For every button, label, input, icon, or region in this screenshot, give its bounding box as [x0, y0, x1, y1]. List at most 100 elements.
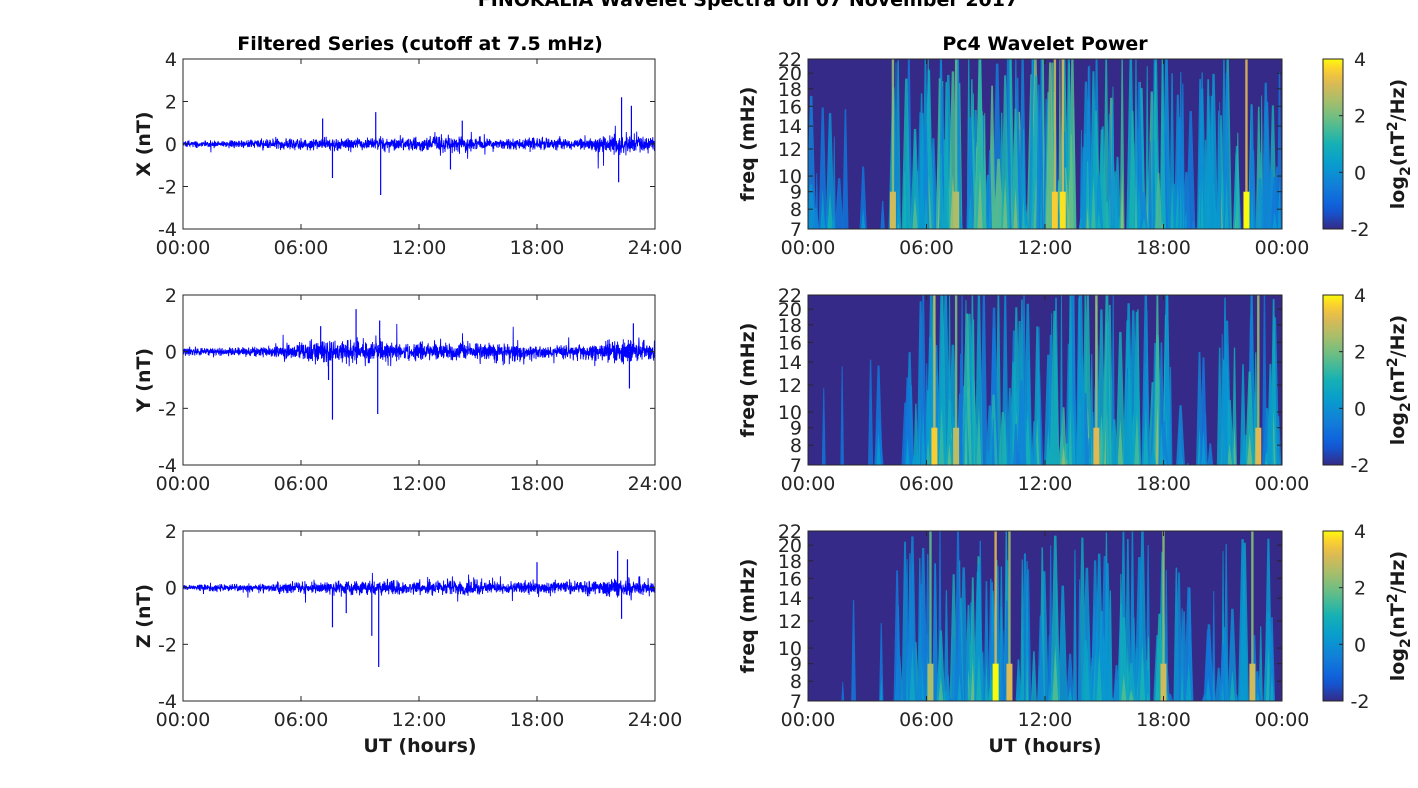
power-streak [964, 300, 968, 465]
power-streak [1175, 224, 1180, 229]
power-core [1185, 662, 1192, 701]
power-burst-core-4 [1249, 663, 1256, 701]
power-streak [1148, 141, 1153, 229]
power-streak [1000, 630, 1006, 701]
power-streak [1235, 132, 1240, 229]
power-streak [1113, 664, 1121, 701]
freq-tick-label: 12 [778, 139, 802, 161]
x-tick-label: 00:00 [781, 237, 836, 259]
power-streak [1045, 62, 1055, 229]
x-tick-label: 00:00 [1255, 237, 1310, 259]
power-burst-core-3 [1255, 427, 1262, 465]
power-core [1256, 691, 1259, 701]
power-streak [811, 207, 820, 229]
freq-tick-label: 7 [790, 455, 802, 477]
power-core [1117, 419, 1124, 465]
power-streak [1203, 139, 1208, 229]
colorbar-tick-label: 2 [1354, 578, 1366, 600]
power-streak [1154, 295, 1161, 465]
colorbar-tick-label: 2 [1354, 342, 1366, 364]
power-streak [1270, 176, 1279, 229]
power-burst-0 [933, 295, 936, 465]
power-core [1107, 190, 1112, 229]
y-axis-label: freq (mHz) [737, 559, 759, 674]
power-core [1048, 679, 1051, 701]
power-core [947, 443, 952, 465]
power-streak [936, 630, 946, 701]
power-streak [1139, 191, 1149, 229]
power-streak [946, 399, 953, 465]
power-streak [1219, 643, 1226, 701]
power-streak [1110, 103, 1115, 229]
power-streak [993, 158, 1004, 229]
power-streak [825, 113, 835, 229]
colorbar-gradient [1322, 530, 1344, 702]
colorbar-tick-label: -2 [1351, 219, 1370, 241]
power-core [1229, 670, 1236, 701]
power-streak [951, 636, 956, 701]
power-core [1201, 428, 1206, 465]
power-burst-4 [954, 59, 958, 229]
colorbar-x: 4 2 0 -2 log2(nT2/Hz) [1322, 49, 1414, 241]
power-streak [919, 295, 927, 465]
left-column-title: Filtered Series (cutoff at 7.5 mHz) [237, 33, 603, 55]
x-tick-label: 00:00 [1255, 473, 1310, 495]
power-streak [1203, 629, 1213, 701]
colorbar-label: log2(nT2/Hz) [1385, 315, 1414, 445]
power-core [939, 404, 945, 465]
power-streak [859, 166, 867, 229]
freq-tick-label: 22 [778, 49, 802, 71]
power-streak [1001, 75, 1010, 229]
power-streak [969, 577, 977, 701]
power-core [1146, 691, 1150, 701]
power-burst-2 [954, 295, 958, 465]
x-tick-label: 06:00 [899, 709, 954, 731]
power-streak [1125, 368, 1133, 465]
colorbar-label: log2(nT2/Hz) [1385, 79, 1414, 209]
power-streak [1068, 134, 1074, 229]
power-streak [903, 377, 912, 465]
x-tick-label: 06:00 [274, 237, 329, 259]
colorbar-tick-label: 0 [1354, 634, 1366, 656]
freq-tick-label: 10 [778, 638, 802, 660]
power-core [1227, 443, 1233, 465]
colorbar-tick-label: 2 [1354, 106, 1366, 128]
power-streak [1232, 347, 1237, 465]
power-core [1247, 433, 1253, 465]
power-streak [874, 365, 883, 465]
power-streak [1013, 423, 1019, 465]
power-streak [1215, 667, 1223, 701]
power-streak [1211, 591, 1216, 701]
power-burst-0 [994, 531, 997, 701]
freq-tick-label: 18 [778, 315, 802, 337]
x-tick-label: 18:00 [1136, 709, 1191, 731]
power-streak [1115, 331, 1126, 465]
x-tick-label: 00:00 [156, 237, 211, 259]
power-streak [1081, 640, 1090, 701]
power-streak [1132, 311, 1142, 465]
x-tick-label: 12:00 [392, 473, 447, 495]
freq-tick-label: 7 [790, 691, 802, 713]
x-tick-label: 12:00 [1018, 237, 1073, 259]
power-core [1128, 689, 1134, 701]
power-streak [895, 605, 901, 701]
power-streak [1169, 73, 1175, 229]
power-core [1090, 427, 1093, 465]
power-streak [1183, 587, 1194, 701]
power-streak [1067, 295, 1074, 465]
power-core [1143, 405, 1149, 465]
power-core [1120, 168, 1124, 229]
power-core [923, 193, 928, 229]
power-burst-2 [1061, 59, 1064, 229]
power-streak [1255, 178, 1265, 229]
y-tick-label: -2 [158, 177, 177, 199]
power-streak [1089, 71, 1098, 229]
power-core [1079, 226, 1082, 229]
power-core [1121, 673, 1127, 701]
power-burst-1 [1053, 59, 1057, 229]
freq-tick-label: 12 [778, 611, 802, 633]
freq-tick-label: 10 [778, 402, 802, 424]
y-tick-label: 0 [165, 134, 177, 156]
power-streak [1145, 66, 1150, 229]
